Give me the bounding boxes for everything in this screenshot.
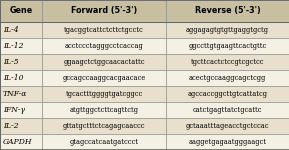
- Text: ggaagctctggcaacactattc: ggaagctctggcaacactattc: [63, 58, 145, 66]
- Bar: [42, 118, 166, 134]
- Bar: [166, 86, 289, 102]
- Bar: [166, 0, 289, 22]
- Bar: [0, 0, 42, 22]
- Text: IFN-γ: IFN-γ: [3, 106, 25, 114]
- Text: acectgccaaggcagctcgg: acectgccaaggcagctcgg: [189, 74, 266, 82]
- Bar: [0, 22, 42, 38]
- Bar: [166, 102, 289, 118]
- Bar: [42, 70, 166, 86]
- Bar: [0, 118, 42, 134]
- Bar: [166, 118, 289, 134]
- Text: acctccctagggcctcaccag: acctccctagggcctcaccag: [65, 42, 143, 50]
- Text: gtagccatcaatgatccct: gtagccatcaatgatccct: [70, 138, 138, 146]
- Text: aaggetgagaatgggaagct: aaggetgagaatgggaagct: [189, 138, 266, 146]
- Bar: [166, 70, 289, 86]
- Bar: [166, 54, 289, 70]
- Text: gctaaatttageacctgctccac: gctaaatttageacctgctccac: [186, 122, 269, 130]
- Bar: [166, 38, 289, 54]
- Text: IL-5: IL-5: [3, 58, 18, 66]
- Text: Forward (5'-3'): Forward (5'-3'): [71, 6, 137, 15]
- Bar: [42, 86, 166, 102]
- Text: IL-2: IL-2: [3, 122, 18, 130]
- Bar: [42, 38, 166, 54]
- Text: Gene: Gene: [9, 6, 33, 15]
- Bar: [166, 134, 289, 150]
- Text: IL-4: IL-4: [3, 26, 18, 34]
- Text: GAPDH: GAPDH: [3, 138, 32, 146]
- Text: agccaccggcttgtcattatcg: agccaccggcttgtcattatcg: [188, 90, 268, 98]
- Bar: [42, 134, 166, 150]
- Text: tgcttcactctccgtcgctcc: tgcttcactctccgtcgctcc: [191, 58, 264, 66]
- Text: gccagccaaggcacgaacace: gccagccaaggcacgaacace: [62, 74, 146, 82]
- Bar: [42, 22, 166, 38]
- Bar: [166, 22, 289, 38]
- Text: atgttggctcttcagttctg: atgttggctcttcagttctg: [70, 106, 138, 114]
- Text: tgcactttggggtgatcggcc: tgcactttggggtgatcggcc: [65, 90, 143, 98]
- Text: Reverse (5'-3'): Reverse (5'-3'): [195, 6, 260, 15]
- Text: ggccttgtgaagttcactgttc: ggccttgtgaagttcactgttc: [188, 42, 267, 50]
- Bar: [42, 0, 166, 22]
- Bar: [0, 38, 42, 54]
- Bar: [0, 86, 42, 102]
- Text: gttatgctttctcagagcaaccc: gttatgctttctcagagcaaccc: [63, 122, 145, 130]
- Bar: [42, 102, 166, 118]
- Bar: [0, 102, 42, 118]
- Bar: [0, 70, 42, 86]
- Text: tgacggtcattctcttctgcctc: tgacggtcattctcttctgcctc: [64, 26, 144, 34]
- Bar: [42, 54, 166, 70]
- Text: IL-12: IL-12: [3, 42, 23, 50]
- Text: IL-10: IL-10: [3, 74, 23, 82]
- Bar: [0, 134, 42, 150]
- Text: aggagagtgtgttgaggtgctg: aggagagtgtgttgaggtgctg: [186, 26, 269, 34]
- Bar: [0, 54, 42, 70]
- Text: TNF-α: TNF-α: [3, 90, 27, 98]
- Text: catctgagttatctgcattc: catctgagttatctgcattc: [193, 106, 262, 114]
